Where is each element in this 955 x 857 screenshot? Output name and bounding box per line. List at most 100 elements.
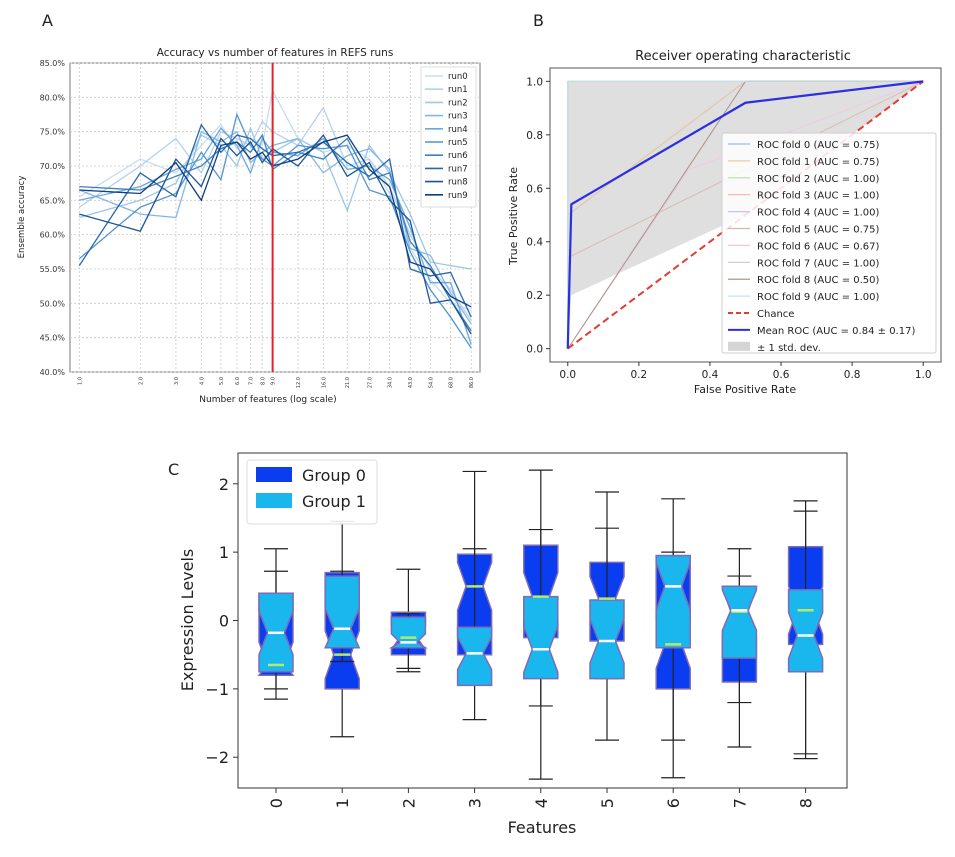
a-ytick-label: 65.0% — [40, 196, 66, 205]
a-xtick-label: 4.0 — [199, 377, 205, 385]
a-series-run7 — [78, 123, 472, 318]
c-xtick-label: 1 — [333, 798, 352, 808]
b-legend-box — [721, 132, 937, 354]
c-box-group1 — [787, 588, 824, 673]
b-legend-label: Chance — [757, 309, 794, 320]
chart-a-xlabel: Number of features (log scale) — [199, 395, 336, 405]
c-xtick-label: 5 — [598, 798, 617, 808]
c-legend-swatch — [256, 467, 292, 482]
b-legend-label: Mean ROC (AUC = 0.84 ± 0.17) — [757, 326, 915, 337]
c-legend-label: Group 1 — [302, 492, 366, 511]
a-xtick-label: 7.0 — [249, 377, 255, 385]
c-xtick-label: 2 — [399, 798, 418, 808]
a-xtick-label: 43.0 — [408, 377, 414, 388]
b-xtick-label: 1.0 — [915, 369, 932, 381]
a-xtick-label: 1.0 — [77, 377, 83, 385]
a-xtick-label: 2.0 — [138, 377, 144, 385]
a-ytick-label: 50.0% — [40, 299, 66, 308]
c-legend-swatch — [256, 493, 292, 508]
a-xtick-label: 3.0 — [174, 377, 180, 385]
b-xtick-label: 0.4 — [702, 369, 719, 381]
chart-b: B Receiver operating characteristic 0.0 0… — [507, 11, 942, 396]
panel-label-c: C — [168, 460, 179, 479]
c-box-group1 — [388, 616, 428, 649]
b-ytick-label: 0.4 — [526, 237, 543, 249]
a-legend-label: run3 — [448, 112, 468, 122]
b-legend-label: ROC fold 7 (AUC = 1.00) — [757, 258, 880, 269]
c-box-group1 — [655, 554, 691, 649]
b-legend-label: ROC fold 0 (AUC = 0.75) — [757, 140, 880, 151]
a-legend-label: run2 — [448, 98, 468, 108]
chart-a-plot-frame — [69, 62, 481, 373]
c-ytick-label: −1 — [205, 680, 229, 699]
a-series-run2 — [79, 126, 472, 270]
a-xtick-label: 54.0 — [428, 377, 434, 388]
c-box-group1 — [721, 585, 758, 659]
a-legend-label: run1 — [448, 85, 468, 95]
a-series-run3 — [79, 130, 472, 325]
c-xtick-label: 3 — [466, 798, 485, 808]
a-legend-label: run8 — [448, 178, 468, 188]
a-legend-label: run5 — [448, 138, 468, 148]
a-ytick-label: 40.0% — [40, 368, 66, 377]
b-legend-label: ROC fold 4 (AUC = 1.00) — [757, 208, 880, 219]
c-xtick-label: 6 — [664, 798, 683, 808]
b-legend-label: ± 1 std. dev. — [757, 343, 821, 354]
c-ytick-label: −2 — [205, 748, 229, 767]
chart-b-plot-frame — [549, 67, 942, 363]
c-box-group1 — [523, 595, 559, 680]
c-xtick-label: 0 — [267, 798, 286, 808]
b-roc-fold-9 — [567, 80, 924, 349]
a-series-run6 — [79, 133, 472, 332]
a-series-run9 — [79, 134, 472, 308]
b-ytick-label: 0.2 — [526, 290, 543, 302]
a-series-run0 — [78, 88, 472, 311]
chart-b-title: Receiver operating characteristic — [635, 49, 851, 64]
a-series-run5 — [78, 112, 472, 349]
a-legend-label: run4 — [448, 125, 468, 135]
c-box-group1 — [589, 599, 625, 680]
a-ytick-label: 45.0% — [40, 334, 66, 343]
a-xtick-label: 27.0 — [367, 377, 373, 388]
b-ytick-label: 0.0 — [526, 344, 543, 356]
b-xtick-label: 0.8 — [844, 369, 861, 381]
c-xtick-label: 8 — [797, 798, 816, 808]
panel-label-a: A — [42, 11, 53, 30]
a-legend-label: run0 — [448, 72, 468, 82]
b-legend-label: ROC fold 2 (AUC = 1.00) — [757, 174, 880, 185]
chart-b-ylabel: True Positive Rate — [507, 167, 520, 266]
c-xtick-label: 7 — [730, 798, 749, 808]
c-ytick-label: 2 — [219, 475, 229, 494]
c-ytick-label: 0 — [219, 612, 229, 631]
b-legend-label: ROC fold 9 (AUC = 1.00) — [757, 292, 880, 303]
chart-a-ylabel: Ensemble accuracy — [17, 176, 27, 259]
a-legend-box — [420, 66, 477, 208]
chart-c: C 2 1 0 −1 −2 0 1 2 3 4 5 6 7 8 Group 0 Group 1 Featur… — [168, 452, 848, 837]
a-ytick-label: 55.0% — [40, 265, 66, 274]
a-legend-label: run6 — [448, 151, 468, 161]
chart-b-xlabel: False Positive Rate — [694, 383, 796, 396]
c-box-group1 — [324, 575, 361, 649]
a-series-run1 — [78, 106, 472, 321]
a-xtick-label: 5.0 — [219, 377, 225, 385]
a-xtick-label: 16.0 — [321, 377, 327, 388]
b-ytick-label: 1.0 — [526, 76, 543, 88]
b-mean-roc-line — [566, 80, 924, 349]
chart-c-xlabel: Features — [508, 818, 577, 837]
a-legend-label: run9 — [448, 191, 468, 201]
a-ytick-label: 70.0% — [40, 162, 66, 171]
a-xtick-label: 8.0 — [260, 377, 266, 385]
a-xtick-label: 86.0 — [469, 377, 475, 388]
b-legend-label: ROC fold 1 (AUC = 0.75) — [757, 157, 880, 168]
chart-a-title: Accuracy vs number of features in REFS r… — [157, 47, 394, 59]
a-ytick-label: 80.0% — [40, 93, 66, 102]
chart-a: A Accuracy vs number of features in REFS… — [17, 11, 481, 405]
b-xtick-label: 0.0 — [559, 369, 576, 381]
b-xtick-label: 0.2 — [631, 369, 648, 381]
b-legend-label: ROC fold 6 (AUC = 0.67) — [757, 241, 880, 252]
b-xtick-label: 0.6 — [773, 369, 790, 381]
a-xtick-label: 21.0 — [345, 377, 351, 388]
b-legend-label: ROC fold 5 (AUC = 0.75) — [757, 225, 880, 236]
a-xtick-label: 34.0 — [388, 377, 394, 388]
b-ytick-label: 0.8 — [526, 130, 543, 142]
